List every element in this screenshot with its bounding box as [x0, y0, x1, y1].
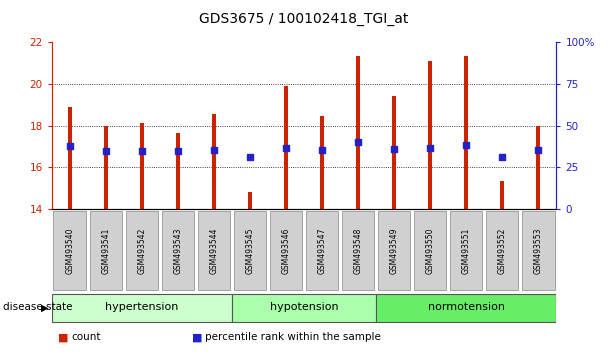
Bar: [67, 107, 72, 209]
Point: [137, 148, 147, 153]
Text: GSM493541: GSM493541: [102, 227, 110, 274]
Bar: [212, 114, 216, 209]
Point: [533, 147, 543, 153]
Text: GSM493544: GSM493544: [209, 227, 218, 274]
FancyBboxPatch shape: [378, 211, 410, 290]
FancyBboxPatch shape: [126, 211, 158, 290]
FancyBboxPatch shape: [52, 294, 232, 322]
Point: [353, 139, 363, 145]
Text: ▶: ▶: [41, 302, 49, 312]
FancyBboxPatch shape: [232, 294, 376, 322]
Point: [497, 154, 507, 160]
Text: GSM493547: GSM493547: [317, 227, 326, 274]
FancyBboxPatch shape: [162, 211, 194, 290]
Bar: [428, 61, 432, 209]
Point: [65, 144, 75, 149]
FancyBboxPatch shape: [233, 211, 266, 290]
Text: count: count: [71, 332, 101, 342]
Text: hypertension: hypertension: [105, 302, 179, 312]
Bar: [176, 133, 180, 209]
FancyBboxPatch shape: [270, 211, 302, 290]
Text: ■: ■: [192, 332, 202, 342]
FancyBboxPatch shape: [306, 211, 338, 290]
FancyBboxPatch shape: [198, 211, 230, 290]
Bar: [392, 96, 396, 209]
Text: GSM493548: GSM493548: [354, 227, 362, 274]
FancyBboxPatch shape: [486, 211, 519, 290]
Text: GSM493552: GSM493552: [498, 227, 506, 274]
Text: hypotension: hypotension: [270, 302, 338, 312]
Text: GSM493553: GSM493553: [534, 227, 543, 274]
Point: [209, 147, 219, 153]
Bar: [356, 56, 360, 209]
Text: GSM493549: GSM493549: [390, 227, 399, 274]
Point: [317, 147, 327, 153]
Text: GSM493551: GSM493551: [461, 227, 471, 274]
Bar: [140, 122, 144, 209]
Point: [173, 148, 183, 153]
Bar: [103, 126, 108, 209]
Bar: [500, 181, 505, 209]
FancyBboxPatch shape: [342, 211, 375, 290]
Text: GSM493545: GSM493545: [246, 227, 254, 274]
FancyBboxPatch shape: [522, 211, 554, 290]
Bar: [320, 116, 324, 209]
Bar: [464, 56, 468, 209]
Text: normotension: normotension: [427, 302, 505, 312]
Bar: [248, 192, 252, 209]
Point: [101, 148, 111, 153]
Bar: [536, 126, 541, 209]
Point: [389, 146, 399, 152]
FancyBboxPatch shape: [89, 211, 122, 290]
Text: ■: ■: [58, 332, 68, 342]
Text: GSM493550: GSM493550: [426, 227, 435, 274]
Text: disease state: disease state: [3, 302, 72, 312]
FancyBboxPatch shape: [376, 294, 556, 322]
Text: percentile rank within the sample: percentile rank within the sample: [205, 332, 381, 342]
Point: [426, 145, 435, 150]
Point: [461, 143, 471, 148]
Point: [281, 145, 291, 150]
Text: GSM493542: GSM493542: [137, 227, 147, 274]
FancyBboxPatch shape: [450, 211, 482, 290]
Text: GSM493540: GSM493540: [65, 227, 74, 274]
Text: GDS3675 / 100102418_TGI_at: GDS3675 / 100102418_TGI_at: [199, 12, 409, 27]
Bar: [284, 86, 288, 209]
Point: [245, 154, 255, 160]
Text: GSM493546: GSM493546: [282, 227, 291, 274]
FancyBboxPatch shape: [414, 211, 446, 290]
Text: GSM493543: GSM493543: [173, 227, 182, 274]
FancyBboxPatch shape: [54, 211, 86, 290]
